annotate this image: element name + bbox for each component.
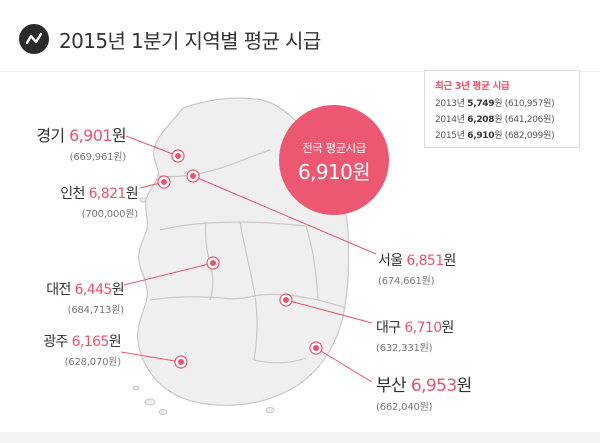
row-wage: 6,208	[467, 115, 495, 125]
national-average-value: 6,910원	[297, 160, 371, 184]
region-wage: 6,710	[404, 320, 442, 336]
marker-gwangju	[174, 355, 188, 369]
callout-incheon: 인천 6,821원 (700,000원)	[22, 183, 138, 220]
callout-busan: 부산 6,953원 (662,040원)	[376, 371, 472, 413]
header: 2015년 1분기 지역별 평균 시급	[0, 0, 600, 62]
row-monthly: (610,957원)	[504, 99, 555, 109]
row-monthly: (682,099원)	[504, 131, 555, 141]
region-monthly: (628,070원)	[64, 357, 122, 368]
region-unit: 원	[443, 253, 457, 269]
region-wage: 6,445	[74, 282, 113, 298]
leader-line-daejeon	[123, 262, 214, 286]
region-monthly: (684,713원)	[67, 305, 125, 316]
header-divider	[0, 71, 600, 72]
region-wage: 6,953	[410, 376, 457, 396]
row-year: 2015년	[435, 131, 465, 141]
callout-gwangju: 광주 6,165원 (628,070원)	[8, 331, 121, 368]
marker-seoul	[186, 169, 200, 183]
region-name: 경기	[36, 126, 65, 145]
row-year: 2013년	[435, 99, 465, 109]
marker-daegu	[279, 293, 293, 307]
bottom-band	[0, 432, 600, 443]
recent-years-row: 2013년 5,749원 (610,957원)	[435, 96, 579, 112]
national-average-badge: 전국 평균시급 6,910원	[279, 105, 389, 215]
row-monthly: (641,206원)	[504, 115, 555, 125]
callout-daejeon: 대전 6,445원 (684,713원)	[10, 279, 124, 316]
national-average-label: 전국 평균시급	[302, 141, 366, 155]
region-name: 대전	[46, 282, 71, 298]
callout-gyeonggi: 경기 6,901원 (669,961원)	[12, 122, 126, 163]
region-unit: 원	[441, 320, 455, 336]
callout-daegu: 대구 6,710원 (632,331원)	[376, 317, 454, 354]
region-wage: 6,821	[88, 186, 127, 202]
row-unit: 원	[494, 99, 503, 109]
row-wage: 5,749	[467, 99, 495, 109]
recent-years-row: 2014년 6,208원 (641,206원)	[435, 112, 579, 128]
region-wage: 6,851	[406, 253, 444, 269]
region-unit: 원	[456, 376, 473, 396]
row-unit: 원	[494, 115, 503, 125]
leader-line-seoul	[192, 175, 377, 255]
region-monthly: (662,040원)	[376, 402, 433, 413]
region-name: 인천	[60, 186, 85, 202]
logo-icon	[19, 24, 49, 54]
region-unit: 원	[108, 334, 122, 350]
marker-busan	[309, 341, 323, 355]
region-monthly: (700,000원)	[81, 209, 139, 220]
recent-years-row: 2015년 6,910원 (682,099원)	[435, 128, 579, 144]
marker-incheon	[157, 175, 171, 189]
region-wage: 6,901	[69, 126, 112, 145]
region-unit: 원	[125, 186, 139, 202]
region-monthly: (669,961원)	[69, 152, 127, 163]
recent-years-box: 최근 3년 평균 시급 2013년 5,749원 (610,957원) 2014…	[424, 70, 580, 148]
region-unit: 원	[111, 126, 127, 145]
leader-line-gyeonggi	[125, 135, 179, 157]
region-name: 대구	[376, 320, 401, 336]
region-wage: 6,165	[71, 334, 110, 350]
region-unit: 원	[111, 282, 125, 298]
region-name: 부산	[376, 376, 407, 396]
leader-line-busan	[315, 347, 373, 383]
marker-daejeon	[206, 256, 220, 270]
callout-seoul: 서울 6,851원 (674,661원)	[378, 250, 456, 287]
page-title: 2015년 1분기 지역별 평균 시급	[59, 29, 321, 53]
leader-line-daegu	[285, 299, 373, 324]
region-name: 광주	[43, 334, 68, 350]
recent-years-title: 최근 3년 평균 시급	[435, 81, 510, 92]
region-monthly: (632,331원)	[376, 343, 433, 354]
leader-line-gwangju	[120, 351, 182, 363]
region-name: 서울	[378, 253, 403, 269]
marker-gyeonggi	[171, 149, 185, 163]
row-unit: 원	[494, 131, 503, 141]
row-wage: 6,910	[467, 131, 495, 141]
row-year: 2014년	[435, 115, 465, 125]
region-monthly: (674,661원)	[378, 276, 435, 287]
